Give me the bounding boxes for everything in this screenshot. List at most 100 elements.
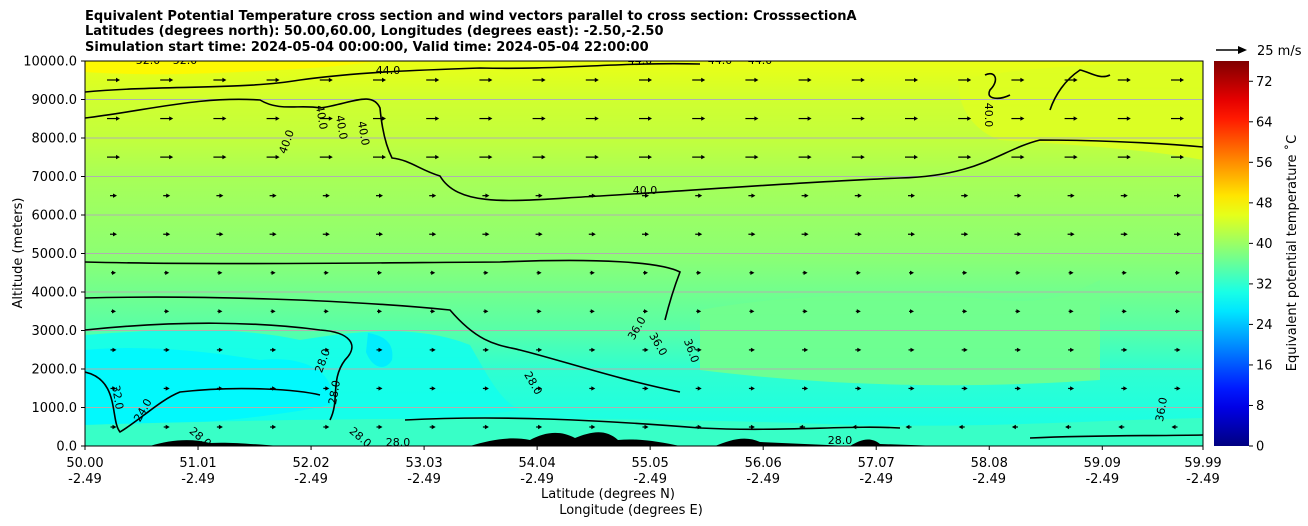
x-tick-label-lon: -2.49 — [68, 472, 102, 487]
wind-vector-head — [1177, 193, 1181, 198]
x-tick-label-lat: 54.04 — [519, 456, 556, 471]
wind-vector-head — [272, 424, 277, 430]
wind-vector-head — [1118, 424, 1123, 430]
wind-vector-head — [382, 154, 386, 160]
wind-vector-head — [1017, 193, 1022, 198]
wind-vector-head — [910, 347, 915, 353]
wind-vector-head — [431, 386, 436, 391]
wind-vector-head — [594, 154, 599, 160]
wind-vector-head — [272, 386, 277, 391]
wind-vector-head — [1069, 270, 1074, 275]
wind-vector-head — [1016, 309, 1021, 314]
wind-vector-head — [325, 386, 330, 391]
wind-vector-head — [538, 193, 543, 198]
wind-vector-head — [754, 77, 759, 83]
wind-vector-head — [112, 270, 116, 275]
wind-vector-head — [272, 232, 277, 237]
wind-vector-head — [750, 270, 755, 275]
wind-vector-head — [804, 193, 809, 198]
wind-vector-head — [701, 154, 706, 160]
wind-vector-head — [958, 424, 963, 430]
contour-line — [85, 371, 321, 434]
wind-vector-head — [750, 386, 755, 391]
wind-vector-head — [648, 77, 652, 83]
wind-vector-head — [914, 116, 918, 121]
y-tick-label: 9000.0 — [32, 93, 78, 108]
x-tick-label-lon: -2.49 — [181, 472, 215, 487]
wind-vector-head — [645, 232, 649, 237]
x-tick-label-lat: 53.03 — [405, 456, 442, 471]
contour-label: 40.0 — [333, 114, 350, 140]
wind-vector-head — [1020, 116, 1025, 121]
wind-vector-head — [914, 154, 918, 160]
wind-vector-head — [113, 232, 117, 237]
wind-vector-head — [538, 232, 543, 237]
wind-vector-head — [166, 232, 171, 237]
wind-vector-head — [857, 232, 862, 237]
wind-vector-head — [857, 347, 862, 353]
colorbar-tick-label: 24 — [1256, 318, 1273, 333]
wind-vector-head — [165, 347, 170, 353]
wind-vector-head — [807, 154, 812, 160]
wind-vector-head — [1070, 347, 1075, 353]
wind-vector-head — [852, 424, 857, 430]
wind-vector-head — [964, 193, 969, 198]
wind-vector-head — [222, 116, 227, 121]
contour-label: 28.0 — [326, 379, 343, 405]
wind-vector-head — [645, 193, 649, 198]
x-axis-label-longitude: Longitude (degrees E) — [559, 503, 703, 518]
wind-vector-head — [856, 270, 861, 275]
wind-vector-head — [169, 116, 174, 121]
wind-vector-head — [218, 270, 223, 275]
contour-label: 32.0 — [109, 384, 126, 410]
quiver-key-arrowhead — [1238, 46, 1247, 54]
wind-vector-head — [1180, 77, 1184, 83]
wind-vector-head — [116, 77, 120, 83]
x-tick-label-lat: 56.06 — [745, 456, 782, 471]
contour-line — [85, 259, 682, 321]
wind-vector-head — [910, 270, 914, 275]
wind-vector-head — [435, 116, 440, 121]
wind-vector-head — [697, 309, 702, 314]
contour-label: 52.0 — [173, 54, 198, 67]
wind-vector-head — [644, 270, 648, 275]
wind-vector-head — [1180, 116, 1184, 121]
x-tick-label-lat: 59.09 — [1084, 456, 1121, 471]
wind-vector-head — [538, 347, 543, 353]
wind-vector-head — [435, 154, 440, 160]
x-tick-label-lat: 55.05 — [632, 456, 669, 471]
wind-vector-head — [484, 309, 489, 314]
wind-vector-head — [860, 77, 865, 83]
wind-vector-head — [219, 232, 224, 237]
wind-vector-head — [488, 77, 493, 83]
contour-label: 40.0 — [982, 103, 995, 128]
y-tick-label: 5000.0 — [32, 247, 78, 262]
theta-e-region — [85, 418, 1203, 446]
wind-vector-head — [591, 232, 596, 237]
wind-vector-head — [112, 347, 117, 353]
wind-vector-head — [328, 77, 333, 83]
wind-vector-head — [594, 116, 599, 121]
wind-vector-head — [271, 309, 276, 314]
wind-vector-head — [750, 309, 755, 314]
wind-vector-head — [803, 270, 808, 275]
contour-label: 36.0 — [1153, 396, 1170, 422]
wind-vector-head — [382, 77, 386, 83]
wind-vector-head — [914, 77, 918, 83]
x-tick-label-lon: -2.49 — [972, 472, 1006, 487]
wind-vector-head — [754, 116, 759, 121]
wind-vector-head — [165, 270, 170, 275]
wind-vector-head — [378, 386, 383, 391]
wind-vector-head — [219, 193, 224, 198]
wind-vector-head — [967, 77, 972, 83]
wind-vector-head — [1176, 309, 1180, 314]
wind-vector-head — [1123, 347, 1128, 353]
wind-vector-head — [488, 154, 493, 160]
wind-vector-head — [644, 424, 649, 430]
theta-e-region — [700, 280, 1100, 386]
wind-vector-head — [807, 77, 812, 83]
wind-vector-head — [644, 309, 648, 314]
contour-label: 40.0 — [633, 184, 658, 197]
x-tick-label-lat: 51.01 — [179, 456, 216, 471]
